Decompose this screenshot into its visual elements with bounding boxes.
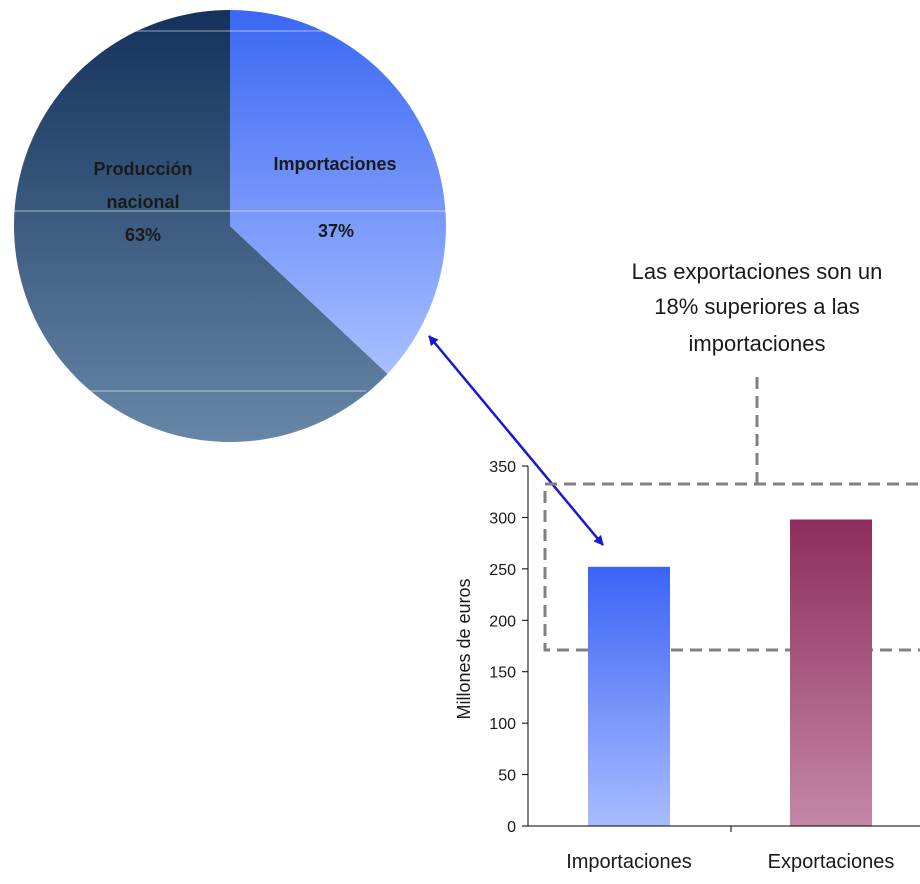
pie-chart: Producción nacional 63% Importaciones 37…: [14, 9, 447, 443]
annotation-line3: importaciones: [689, 331, 826, 356]
pie-label-produccion-line2: nacional: [106, 192, 179, 212]
y-tick-label: 150: [489, 665, 516, 682]
x-axis-labels: Importaciones Exportaciones: [566, 851, 894, 873]
y-tick-label: 0: [507, 819, 516, 836]
annotation-dashed-box: [543, 482, 920, 652]
bars: [588, 519, 872, 826]
pie-value-importaciones: 37%: [318, 221, 354, 241]
annotation-line1: Las exportaciones son un: [632, 259, 883, 284]
bar-importaciones: [588, 566, 670, 826]
annotation-line2: 18% superiores a las: [654, 294, 859, 319]
y-tick-label: 250: [489, 562, 516, 579]
y-tick-label: 350: [489, 459, 516, 476]
bar-exportaciones: [790, 519, 872, 826]
pie-label-produccion-line1: Producción: [93, 159, 192, 179]
bar-chart: Millones de euros 050100150200250300350 …: [454, 459, 920, 873]
y-axis-label: Millones de euros: [454, 578, 474, 719]
y-axis-ticks: 0 50 100 150 200 250 300 350: [489, 459, 528, 836]
pie-slice-produccion-nacional: [14, 10, 388, 443]
x-tick-label: Importaciones: [566, 851, 692, 873]
pie-label-importaciones: Importaciones: [273, 154, 396, 174]
annotation: Las exportaciones son un 18% superiores …: [543, 259, 920, 652]
pie-value-produccion: 63%: [125, 225, 161, 245]
y-tick-label: 300: [489, 510, 516, 527]
y-tick-label: 50: [498, 768, 516, 785]
y-tick-label: 200: [489, 613, 516, 630]
connector-arrow: [428, 335, 604, 546]
pie-slice-importaciones: [230, 9, 447, 374]
y-tick-label: 100: [489, 716, 516, 733]
x-tick-label: Exportaciones: [768, 851, 895, 873]
